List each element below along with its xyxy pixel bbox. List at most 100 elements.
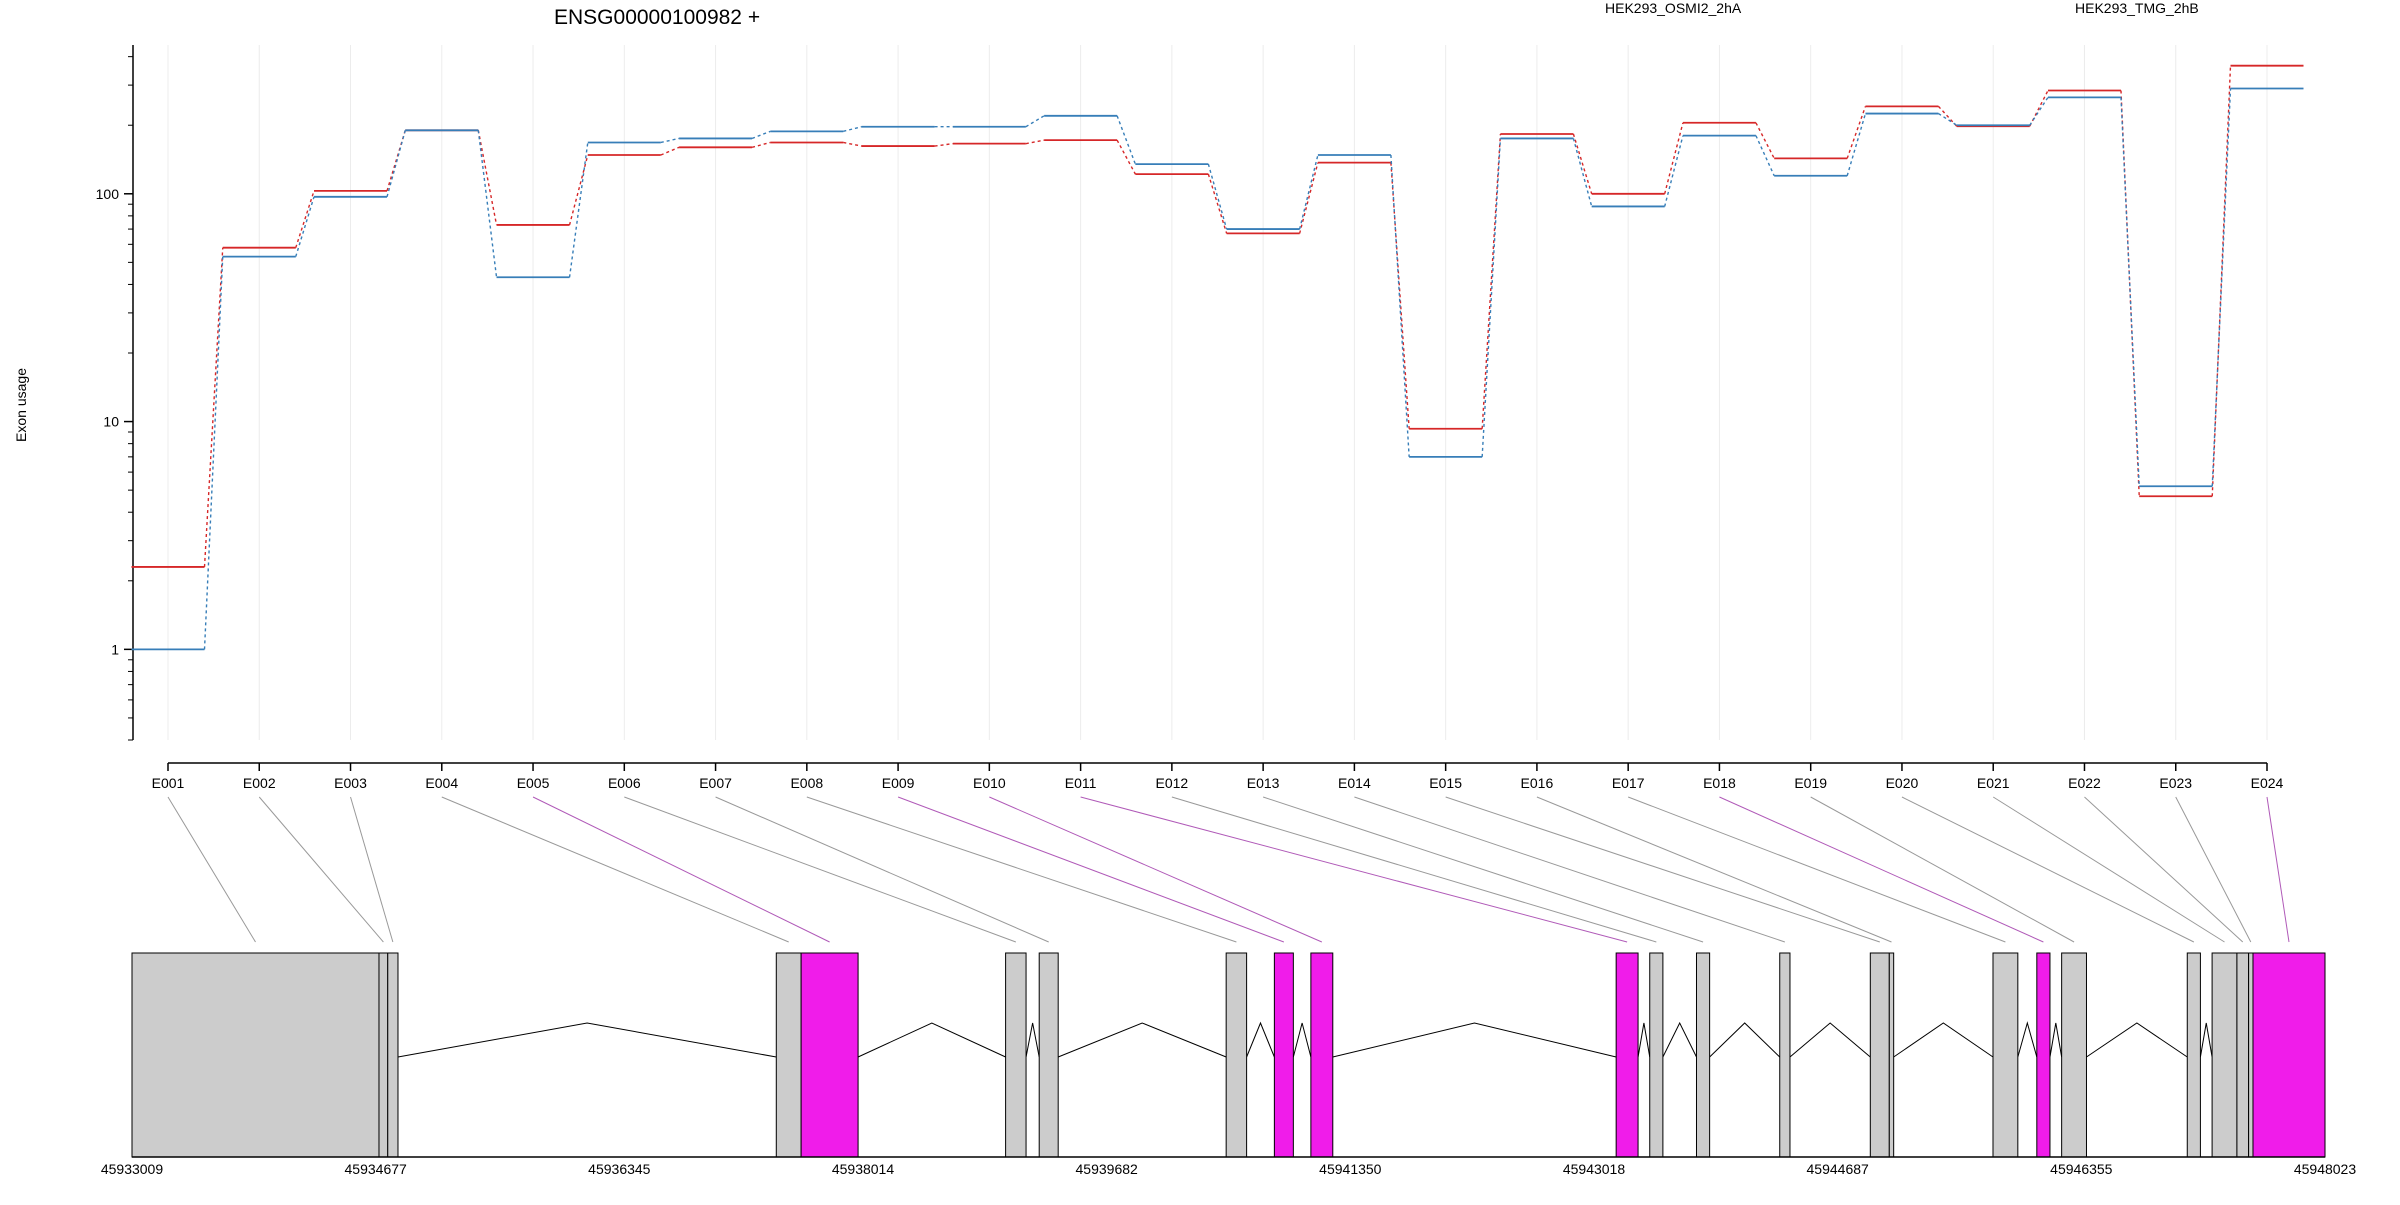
- exon-e019: [2061, 952, 2087, 1158]
- exon-e009: [1273, 952, 1294, 1158]
- exon-e006: [1005, 952, 1027, 1158]
- exon-e024: [2252, 952, 2326, 1158]
- y-tick-label-10: 10: [103, 414, 119, 430]
- connector-e009: [897, 796, 1285, 943]
- series-link: [660, 137, 680, 144]
- connector-e015: [1445, 796, 1880, 943]
- exon-e023: [2248, 952, 2254, 1158]
- series-link: [1664, 135, 1684, 207]
- series-link: [1572, 138, 1593, 207]
- x-tick-label-e019: E019: [1794, 775, 1827, 791]
- x-tick-label-e008: E008: [790, 775, 823, 791]
- series-link: [386, 130, 406, 192]
- series-link: [477, 130, 498, 226]
- series-link: [2211, 88, 2232, 487]
- connector-e010: [989, 796, 1323, 943]
- intron-line: [1025, 1022, 1040, 1058]
- connector-e012: [1171, 796, 1657, 943]
- intron-line: [2086, 1022, 2188, 1058]
- x-tick-label-e015: E015: [1429, 775, 1462, 791]
- genome-coordinate-label: 45944687: [1807, 1161, 1870, 1177]
- x-tick-label-e003: E003: [334, 775, 367, 791]
- series-link: [1664, 122, 1684, 194]
- x-tick-label-e012: E012: [1156, 775, 1189, 791]
- series-link: [751, 141, 771, 148]
- gene-model: 45933009 45934677 45936345 45938014 45939682…: [101, 952, 2356, 1177]
- x-tick-label-e001: E001: [152, 775, 185, 791]
- connector-e013: [1262, 796, 1704, 943]
- connector-e017: [1627, 796, 2006, 943]
- exon-e012: [1649, 952, 1664, 1158]
- series-link: [568, 154, 589, 226]
- intron-line: [397, 1022, 777, 1058]
- genome-coordinate-label: 45946355: [2050, 1161, 2113, 1177]
- y-axis-label: Exon usage: [13, 368, 29, 442]
- genome-coordinate-label: 45934677: [345, 1161, 408, 1177]
- x-tick-label-e010: E010: [973, 775, 1006, 791]
- x-tick-label-e018: E018: [1703, 775, 1736, 791]
- exon-e016: [1888, 952, 1895, 1158]
- exon-e005: [800, 952, 859, 1158]
- intron-line: [2017, 1021, 2038, 1058]
- exon-e010: [1310, 952, 1334, 1158]
- connector-e004: [441, 796, 789, 943]
- x-tick-label-e020: E020: [1886, 775, 1919, 791]
- intron-line: [1709, 1022, 1781, 1058]
- series-link: [751, 130, 771, 140]
- intron-line: [1893, 1022, 1994, 1058]
- series-link: [295, 190, 315, 248]
- x-tick-label-e022: E022: [2068, 775, 2101, 791]
- connector-e006: [624, 796, 1017, 943]
- connector-e007: [715, 796, 1049, 943]
- series-link: [1025, 115, 1045, 128]
- connector-e008: [806, 796, 1237, 943]
- series-link: [1116, 115, 1137, 165]
- connector-e014: [1354, 796, 1786, 943]
- series-osmi2: [131, 64, 2304, 568]
- connector-e001: [167, 796, 256, 943]
- exon-e003: [387, 952, 399, 1158]
- connector-e018: [1719, 796, 2044, 943]
- series-link: [1390, 154, 1410, 457]
- intron-line: [1662, 1021, 1697, 1058]
- intron-line: [1246, 1021, 1275, 1058]
- connector-e011: [1080, 796, 1628, 943]
- series-link: [1755, 135, 1775, 177]
- exon-e021: [2211, 952, 2238, 1158]
- x-tick-label-e011: E011: [1065, 775, 1097, 791]
- genome-coordinate-label: 45933009: [101, 1161, 164, 1177]
- series-link: [1938, 112, 1958, 126]
- series-link: [843, 141, 862, 147]
- series-link: [1481, 133, 1502, 429]
- exon-e002: [378, 952, 389, 1158]
- x-tick-label-e007: E007: [699, 775, 732, 791]
- genome-coordinate-label: 45939682: [1076, 1161, 1139, 1177]
- exon-connectors: [167, 796, 2290, 943]
- exon-e004: [775, 952, 802, 1158]
- x-tick-label-e004: E004: [425, 775, 458, 791]
- series-link: [1298, 162, 1319, 234]
- connector-e005: [532, 796, 830, 943]
- series-link: [477, 130, 498, 278]
- connector-e016: [1536, 796, 1892, 943]
- series-link: [1846, 106, 1867, 159]
- connector-e021: [1992, 796, 2225, 943]
- exon-e022: [2236, 952, 2250, 1158]
- series-link: [1572, 133, 1593, 194]
- series-link: [2120, 97, 2140, 487]
- series-lines: [131, 64, 2304, 651]
- x-tick-label-e023: E023: [2159, 775, 2192, 791]
- connector-e002: [258, 796, 384, 943]
- exon-e018: [2036, 952, 2051, 1158]
- genome-coordinate-label: 45943018: [1563, 1161, 1626, 1177]
- exon-e020: [2186, 952, 2201, 1158]
- intron-line: [1058, 1022, 1227, 1058]
- exon-e011: [1615, 952, 1639, 1158]
- series-link: [295, 196, 315, 257]
- x-tick-label-e013: E013: [1247, 775, 1280, 791]
- x-tick-label-e017: E017: [1612, 775, 1645, 791]
- series-link: [1207, 163, 1228, 230]
- exon-e015: [1869, 952, 1890, 1158]
